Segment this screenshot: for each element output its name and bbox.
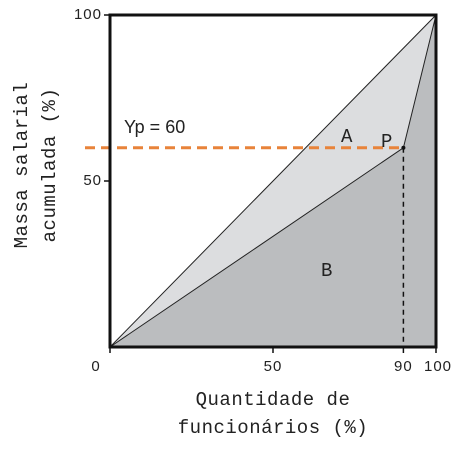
point-p — [401, 145, 406, 150]
x-tick-label: 100 — [424, 358, 452, 375]
y-label: Massa salarial — [11, 82, 33, 249]
x-tick-label: 50 — [264, 358, 283, 375]
y-tick-label: 100 — [74, 6, 102, 23]
x-tick-label: 90 — [394, 358, 413, 375]
reference-label: Yp = 60 — [124, 117, 185, 137]
label-p: P — [381, 131, 393, 153]
y-label: acumulada (%) — [39, 88, 61, 243]
area-b — [110, 15, 436, 347]
label-b: B — [321, 260, 333, 282]
equality-line — [109, 14, 437, 348]
y-tick-label: 50 — [83, 172, 102, 189]
x-tick-label: 0 — [91, 358, 100, 375]
label-a: A — [341, 126, 353, 148]
x-label: funcionários (%) — [178, 417, 368, 439]
x-label: Quantidade de — [196, 389, 351, 411]
